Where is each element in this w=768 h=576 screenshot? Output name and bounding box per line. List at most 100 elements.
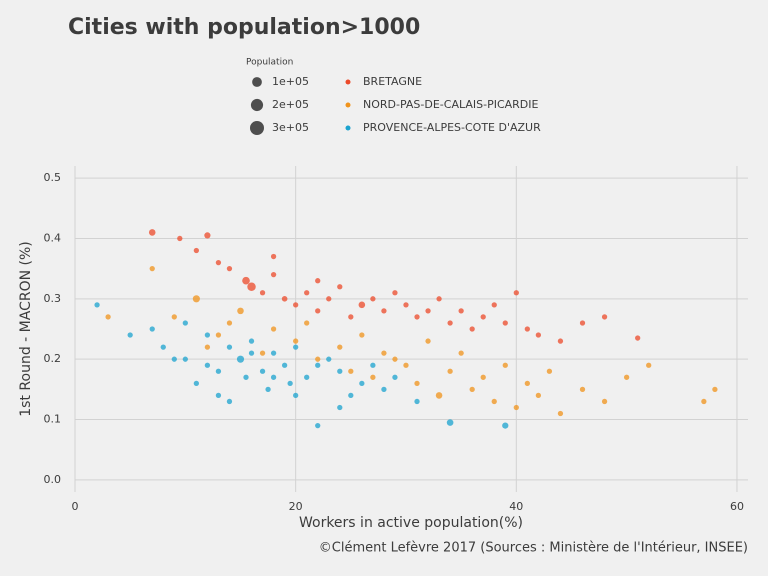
point — [215, 368, 222, 374]
point — [204, 344, 211, 350]
point — [326, 296, 332, 302]
point — [370, 296, 376, 302]
legend-size-key — [250, 121, 264, 135]
point — [226, 265, 233, 272]
x-tick-label: 20 — [289, 500, 303, 513]
legend-size-key — [252, 77, 262, 87]
point — [447, 320, 453, 326]
point — [243, 374, 249, 380]
point — [502, 422, 509, 429]
point — [601, 314, 608, 320]
point — [370, 362, 376, 368]
point — [148, 229, 156, 236]
point — [546, 368, 553, 374]
point — [281, 362, 288, 368]
point — [204, 232, 211, 239]
point — [524, 326, 530, 332]
point — [502, 362, 508, 368]
point — [242, 276, 250, 285]
point — [193, 380, 200, 386]
point — [359, 332, 365, 338]
point — [425, 338, 431, 344]
point — [226, 344, 233, 350]
point — [204, 332, 211, 338]
y-tick-label: 0.1 — [44, 413, 62, 426]
point — [392, 356, 398, 362]
point — [293, 338, 299, 344]
point — [226, 320, 233, 326]
point — [579, 386, 586, 393]
point — [160, 344, 166, 350]
point — [315, 278, 321, 284]
legend-key — [345, 102, 351, 108]
point — [557, 338, 564, 344]
point — [446, 419, 454, 426]
point — [215, 259, 222, 266]
point — [270, 350, 277, 356]
point — [193, 247, 200, 254]
point — [265, 386, 271, 393]
legend-key — [345, 79, 351, 85]
y-tick-label: 0.3 — [44, 292, 62, 305]
point — [105, 314, 111, 320]
point — [623, 374, 630, 380]
point — [293, 302, 299, 308]
legend-label: BRETAGNE — [363, 75, 422, 88]
point — [192, 295, 200, 303]
point — [315, 422, 321, 429]
point — [358, 301, 366, 309]
point — [480, 374, 486, 380]
point — [304, 320, 310, 326]
point — [348, 368, 354, 374]
point — [259, 350, 266, 356]
point — [535, 332, 542, 338]
point — [458, 308, 464, 314]
legend-key — [345, 125, 351, 131]
legend-label: PROVENCE-ALPES-COTE D'AZUR — [363, 121, 541, 134]
point — [226, 398, 233, 405]
point — [171, 356, 177, 362]
point — [237, 307, 244, 315]
point — [259, 290, 266, 296]
point — [337, 284, 343, 290]
point — [524, 380, 530, 386]
x-tick-label: 40 — [509, 500, 523, 513]
legend-size-key — [250, 98, 264, 112]
point — [177, 235, 183, 242]
point — [337, 404, 343, 411]
point — [447, 368, 453, 374]
point — [248, 350, 255, 356]
point — [236, 355, 245, 363]
point — [348, 314, 354, 320]
y-axis-label: 1st Round - MACRON (%) — [18, 241, 34, 416]
point — [403, 302, 409, 308]
chart-title: Cities with population>1000 — [68, 15, 420, 40]
point — [94, 302, 100, 308]
point — [414, 314, 420, 320]
point — [491, 302, 497, 308]
point — [259, 368, 266, 374]
x-axis-label: Workers in active population(%) — [299, 515, 523, 531]
point — [315, 308, 321, 314]
legend-size-label: 2e+05 — [272, 98, 309, 111]
point — [414, 380, 420, 386]
point — [436, 296, 442, 302]
point — [469, 326, 475, 332]
legend-label: NORD-PAS-DE-CALAIS-PICARDIE — [363, 98, 539, 111]
point — [337, 368, 343, 374]
point — [381, 386, 387, 393]
x-tick-label: 60 — [730, 500, 744, 513]
point — [480, 314, 486, 320]
point — [712, 386, 718, 393]
point — [215, 332, 222, 338]
point — [348, 392, 354, 399]
legend-size-label: 1e+05 — [272, 75, 309, 88]
point — [270, 253, 277, 260]
point — [502, 320, 508, 326]
point — [270, 326, 277, 332]
point — [535, 392, 542, 399]
point — [513, 404, 519, 411]
point — [635, 335, 641, 341]
point — [469, 386, 475, 393]
